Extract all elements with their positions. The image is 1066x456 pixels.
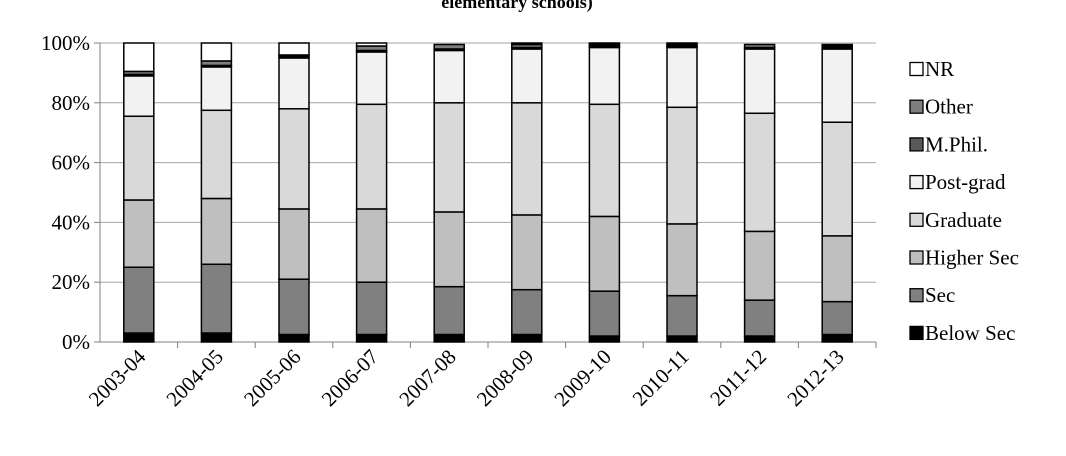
y-tick-label: 100% — [41, 31, 90, 55]
bar-segment-sec — [355, 281, 388, 336]
x-tick-label: 2007-08 — [394, 345, 460, 411]
bar-segment-nr — [588, 42, 621, 46]
x-tick-label: 2010-11 — [628, 345, 694, 411]
bar-segment-below-sec — [278, 333, 310, 343]
bar-segment-other — [433, 43, 465, 50]
bar-segment-nr — [511, 42, 543, 46]
legend-swatch — [909, 325, 924, 341]
legend-swatch — [909, 61, 924, 77]
bar-segment-other — [743, 43, 776, 49]
bar-segment-below-sec — [821, 333, 853, 343]
bar-segment-sec — [821, 300, 853, 336]
y-tick-label: 20% — [52, 270, 91, 294]
x-tick-label: 2008-09 — [472, 345, 538, 411]
x-tick-label: 2011-12 — [705, 345, 771, 411]
legend-swatch — [909, 250, 924, 265]
x-tick-label: 2005-06 — [239, 345, 305, 411]
bar-segment-below-sec — [355, 333, 388, 343]
bar-segment-nr — [200, 42, 233, 62]
bar-segment-below-sec — [511, 333, 543, 343]
bar-segment-nr — [278, 42, 310, 56]
chart-title: elementary schools) — [441, 0, 592, 13]
x-tick-label: 2009-10 — [549, 345, 615, 411]
bar-segment-higher-sec — [123, 199, 155, 269]
bar-segment-post-grad — [278, 57, 310, 110]
bar-segment-sec — [511, 288, 543, 336]
bar-segment-sec — [200, 263, 233, 334]
bar-segment-higher-sec — [588, 215, 621, 292]
y-axis-ticks: 0% 20% 40% 60% 80% 100% — [41, 31, 90, 354]
bar-segment-higher-sec — [666, 223, 698, 297]
bar-segment-nr — [355, 42, 388, 47]
legend-label: Below Sec — [925, 321, 1015, 345]
bar-segment-below-sec — [743, 335, 776, 343]
bar-segment-graduate — [433, 102, 465, 213]
bar-segment-nr — [666, 42, 698, 46]
bar-segment-below-sec — [433, 333, 465, 343]
bar-segment-graduate — [821, 121, 853, 237]
legend-swatch — [909, 99, 924, 114]
bar-segment-nr — [123, 42, 155, 73]
bar-segment-higher-sec — [743, 230, 776, 301]
x-tick-label: 2004-05 — [161, 345, 227, 411]
bar-segment-higher-sec — [433, 211, 465, 288]
legend-label: M.Phil. — [925, 132, 988, 156]
bar-segment-higher-sec — [355, 208, 388, 283]
bar-segment-post-grad — [743, 48, 776, 115]
legend-label: Higher Sec — [925, 246, 1019, 270]
bar-segment-post-grad — [511, 48, 543, 104]
bar-segment-post-grad — [123, 75, 155, 118]
bar-segment-below-sec — [588, 335, 621, 343]
bar-segment-higher-sec — [278, 208, 310, 280]
legend-swatch — [909, 212, 924, 227]
bars — [123, 42, 853, 343]
bar-segment-sec — [743, 299, 776, 337]
bar-segment-graduate — [278, 108, 310, 210]
bar-segment-post-grad — [433, 49, 465, 104]
x-tick-label: 2012-13 — [782, 345, 848, 411]
bar-segment-below-sec — [200, 332, 233, 343]
bar-segment-graduate — [666, 106, 698, 225]
y-tick-label: 40% — [52, 210, 91, 234]
legend-label: Post-grad — [925, 170, 1006, 194]
bar-segment-higher-sec — [511, 214, 543, 291]
x-axis-ticks: 2003-04 2004-05 2005-06 2006-07 2007-08 2008-… — [84, 344, 849, 411]
bar-segment-post-grad — [200, 66, 233, 112]
x-tick-label: 2006-07 — [317, 345, 383, 411]
bar-segment-graduate — [511, 102, 543, 216]
y-tick-label: 60% — [52, 151, 91, 175]
bar-segment-post-grad — [588, 46, 621, 106]
bar-segment-sec — [433, 285, 465, 336]
legend-label: Sec — [925, 283, 955, 307]
legend-swatch — [909, 137, 924, 152]
bar-segment-below-sec — [666, 335, 698, 343]
y-tick-label: 0% — [62, 330, 90, 354]
y-tick-label: 80% — [52, 91, 91, 115]
bar-segment-nr — [821, 43, 853, 47]
bar-segment-higher-sec — [200, 197, 233, 266]
bar-segment-below-sec — [123, 332, 155, 343]
bar-segment-post-grad — [821, 48, 853, 123]
legend-label: Graduate — [925, 208, 1002, 232]
legend: NR Other M.Phil. Post-grad Graduate Higher Se… — [909, 57, 1019, 345]
bar-segment-graduate — [588, 103, 621, 218]
bar-segment-sec — [123, 266, 155, 334]
bar-segment-post-grad — [355, 51, 388, 106]
bar-segment-graduate — [355, 103, 388, 210]
bar-segment-higher-sec — [821, 235, 853, 303]
x-tick-label: 2003-04 — [84, 344, 151, 411]
bar-segment-sec — [278, 278, 310, 336]
bar-segment-sec — [666, 294, 698, 337]
bar-segment-graduate — [743, 112, 776, 233]
legend-swatch — [909, 288, 924, 303]
legend-swatch — [909, 174, 924, 190]
bar-segment-sec — [588, 290, 621, 337]
legend-label: Other — [925, 95, 973, 119]
bar-segment-graduate — [123, 115, 155, 201]
bar-segment-post-grad — [666, 46, 698, 109]
bar-segment-graduate — [200, 109, 233, 200]
legend-label: NR — [925, 57, 954, 81]
